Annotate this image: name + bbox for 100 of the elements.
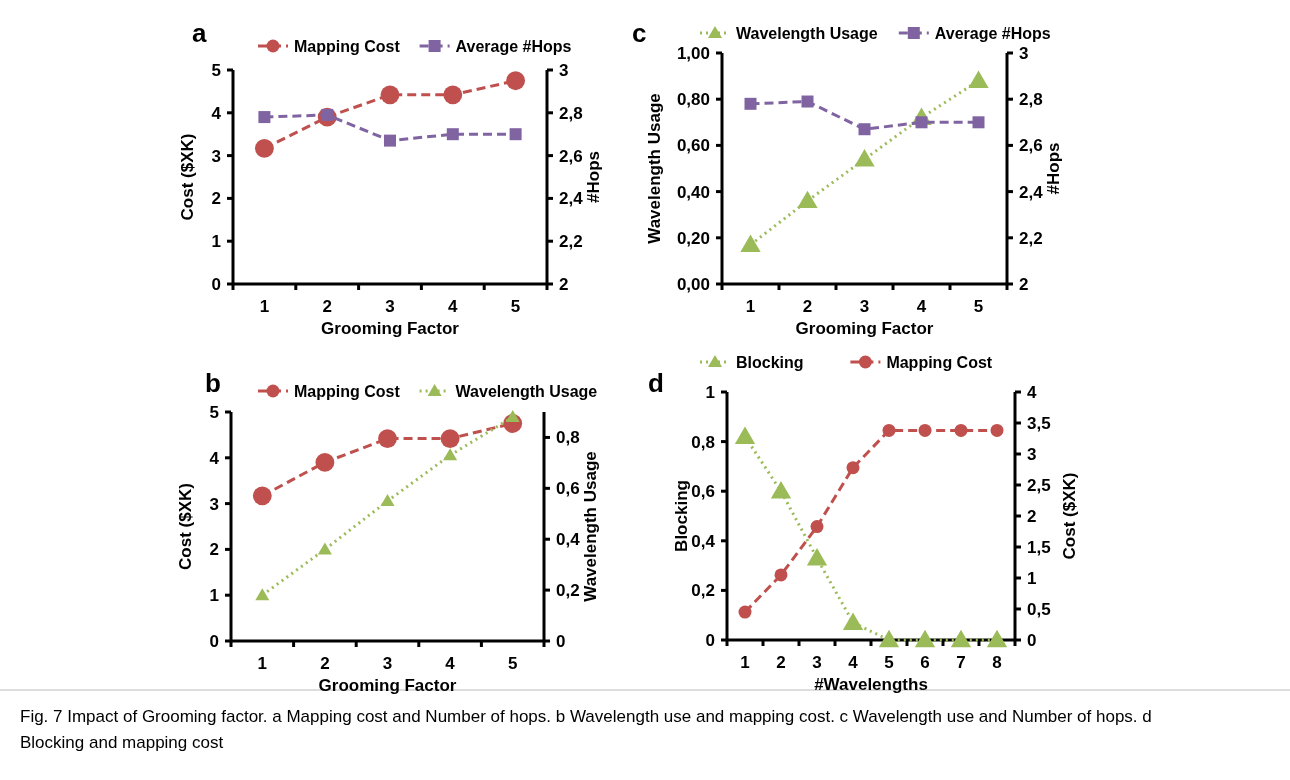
y-tick-label: 0,6 (691, 482, 715, 502)
point (254, 138, 274, 158)
point (810, 520, 824, 534)
y-tick-label: 0,00 (676, 275, 710, 294)
x-tick-label: 3 (382, 654, 393, 673)
y-tick-label: 3 (211, 146, 221, 166)
y2-tick-label: 0,5 (1027, 600, 1051, 619)
y2-tick-label: 0 (1027, 631, 1037, 650)
x-axis-title: #Wavelengths (814, 675, 928, 694)
y2-axis-title: Cost ($XK) (1060, 472, 1079, 560)
x-tick-label: 5 (884, 653, 894, 672)
x-tick-label: 8 (992, 653, 1002, 672)
y2-tick-label: 2,8 (1019, 90, 1043, 110)
y-tick-label: 5 (211, 61, 221, 80)
x-tick-label: 1 (740, 653, 750, 672)
y2-tick-label: 1,5 (1027, 538, 1051, 557)
x-axis-title: Grooming Factor (321, 319, 460, 338)
y2-tick-label: 2,8 (559, 103, 583, 123)
y-tick-label: 1 (209, 586, 219, 606)
y-tick-label: 0,2 (691, 581, 715, 601)
x-tick-label: 3 (385, 297, 395, 316)
y-tick-label: 1,00 (676, 44, 710, 63)
point (950, 629, 972, 648)
legend-label: Mapping Cost (886, 354, 993, 371)
point (882, 423, 896, 437)
legend-label: Wavelength Usage (455, 383, 598, 400)
y2-tick-label: 3 (559, 61, 569, 80)
point (734, 426, 756, 444)
point (380, 494, 395, 507)
point (317, 542, 332, 555)
y-tick-label: 5 (209, 403, 219, 422)
y2-tick-label: 2,5 (1027, 476, 1051, 495)
y-tick-label: 0,80 (676, 90, 710, 110)
y2-tick-label: 2,4 (559, 189, 584, 209)
x-tick-label: 1 (745, 297, 756, 316)
legend-label: Blocking (736, 354, 804, 371)
y-axis-title: Cost ($XK) (178, 133, 197, 221)
y2-tick-label: 2,2 (1019, 228, 1043, 248)
x-axis-title: Grooming Factor (795, 319, 934, 338)
point (986, 629, 1008, 648)
x-tick-label: 6 (920, 653, 930, 672)
x-tick-label: 5 (507, 654, 518, 673)
y2-tick-label: 0,2 (556, 581, 580, 601)
point (801, 95, 814, 108)
point (918, 423, 932, 437)
point (774, 568, 788, 582)
x-tick-label: 5 (510, 297, 521, 316)
point (315, 452, 335, 472)
x-tick-label: 2 (776, 653, 786, 672)
x-tick-label: 4 (848, 653, 859, 672)
point (842, 612, 864, 630)
y2-tick-label: 0,4 (556, 530, 581, 550)
point (738, 605, 752, 619)
y-tick-label: 0,60 (676, 136, 710, 156)
legend-label: Mapping Cost (294, 38, 401, 55)
y-tick-label: 0 (209, 632, 219, 651)
y-tick-label: 3 (209, 494, 219, 514)
legend-label: Average #Hops (934, 25, 1051, 42)
point (509, 128, 522, 141)
point (506, 71, 526, 91)
y2-tick-label: 4 (1027, 383, 1037, 402)
x-tick-label: 4 (916, 297, 927, 316)
point (744, 97, 757, 110)
x-tick-label: 1 (257, 654, 268, 673)
caption: Fig. 7 Impact of Grooming factor. a Mapping cost and Number of hops. b Wavelength use and mapping cost. c Wavelength use and Number of hops. d Blocking and mapping cost (20, 707, 1152, 752)
y-tick-label: 2 (211, 189, 221, 209)
y2-tick-label: 2 (1027, 507, 1037, 526)
point (990, 423, 1004, 437)
chart-title: d (648, 368, 664, 398)
y2-axis-title: #Hops (1044, 142, 1063, 195)
y2-axis-title: Wavelength Usage (581, 451, 600, 602)
y-tick-label: 0,8 (691, 432, 715, 452)
y2-tick-label: 2,4 (1019, 182, 1044, 202)
point (384, 134, 396, 147)
chart-title: a (192, 18, 207, 48)
x-axis-title: Grooming Factor (318, 676, 457, 695)
y2-axis-title: #Hops (584, 151, 603, 203)
point (806, 548, 828, 566)
y-tick-label: 0,40 (676, 182, 710, 202)
y2-tick-label: 1 (1027, 569, 1037, 588)
y2-tick-label: 2 (559, 275, 569, 294)
legend-label: Mapping Cost (294, 383, 401, 400)
x-tick-label: 3 (859, 297, 870, 316)
point (440, 429, 460, 448)
y-tick-label: 4 (211, 103, 222, 123)
point (797, 190, 818, 209)
point (258, 111, 271, 124)
point (443, 85, 463, 105)
point (846, 461, 860, 475)
y-tick-label: 0 (211, 275, 221, 294)
x-tick-label: 3 (812, 653, 822, 672)
y2-tick-label: 3 (1027, 445, 1037, 464)
legend-label: Wavelength Usage (736, 25, 878, 42)
y-axis-title: Cost ($XK) (176, 483, 195, 570)
y2-tick-label: 3 (1019, 44, 1029, 63)
y-tick-label: 1 (211, 232, 221, 252)
x-tick-label: 7 (956, 653, 966, 672)
chart-title: c (632, 18, 647, 48)
point (854, 149, 875, 167)
x-tick-label: 4 (448, 297, 459, 316)
